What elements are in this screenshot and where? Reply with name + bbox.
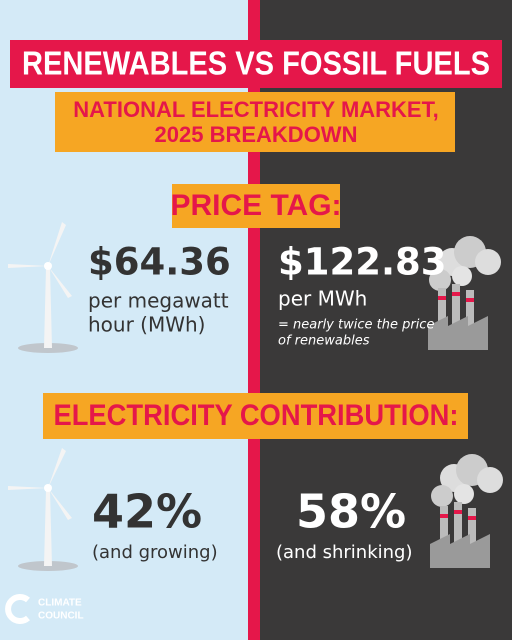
title: RENEWABLES VS FOSSIL FUELS [22, 45, 490, 82]
logo: CLIMATE COUNCIL [5, 594, 84, 624]
share-trend: (and growing) [92, 542, 218, 563]
price-note: = nearly twice the price [278, 318, 434, 333]
divider [248, 0, 260, 640]
renewables-price: $64.36 [88, 241, 231, 284]
price-unit: per MWh [278, 287, 367, 311]
wind-turbine-icon [8, 222, 78, 353]
title-banner [10, 40, 502, 88]
heading-box [172, 184, 340, 228]
price-unit: hour (MWh) [88, 313, 205, 337]
heading: PRICE TAG: [170, 189, 341, 222]
renewables-share: 42% [92, 485, 202, 539]
factory-icon [428, 236, 501, 350]
factory-icon [430, 454, 503, 568]
share-trend: (and shrinking) [276, 542, 413, 563]
logo-text: CLIMATE [38, 598, 82, 609]
subtitle: 2025 BREAKDOWN [155, 122, 358, 147]
fossil-price: $122.83 [278, 241, 447, 284]
logo-text: COUNCIL [38, 611, 84, 622]
heading: ELECTRICITY CONTRIBUTION: [54, 399, 459, 432]
heading-box [43, 393, 468, 439]
price-unit: per megawatt [88, 289, 229, 313]
subtitle: NATIONAL ELECTRICITY MARKET, [73, 97, 438, 122]
price-note: of renewables [278, 334, 370, 349]
fossil-share: 58% [296, 485, 406, 539]
wind-turbine-icon [8, 448, 78, 571]
subtitle-box [55, 92, 455, 152]
